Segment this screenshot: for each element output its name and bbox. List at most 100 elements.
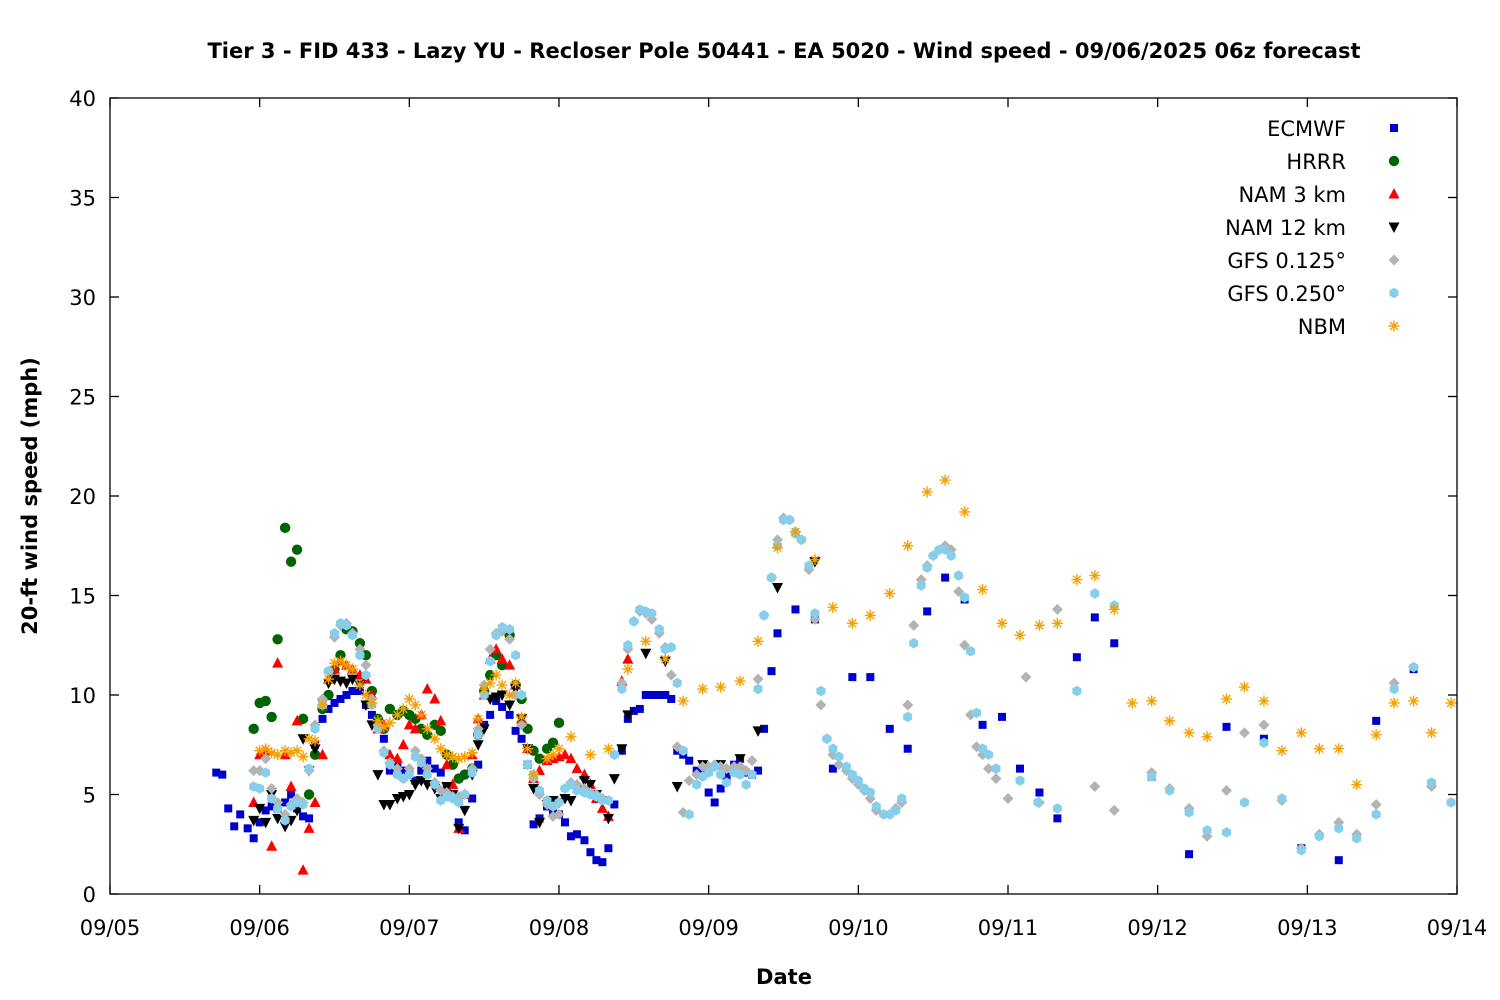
x-tick-label: 09/06 (229, 916, 290, 940)
data-point (716, 784, 725, 793)
data-point (303, 789, 315, 800)
data-point (504, 659, 516, 670)
data-point (553, 808, 565, 820)
data-point (334, 655, 346, 667)
data-point (366, 697, 378, 709)
data-point (897, 793, 907, 804)
x-axis-title: Date (756, 965, 812, 989)
data-point (884, 588, 896, 600)
data-point (236, 810, 245, 819)
data-point (266, 711, 277, 723)
data-point (385, 759, 395, 770)
series-gfs-0-125- (248, 512, 1438, 854)
data-point (1371, 809, 1381, 820)
data-point (303, 733, 315, 745)
data-point (330, 698, 339, 707)
data-point (608, 774, 620, 785)
data-point (602, 813, 614, 825)
data-point (340, 678, 352, 690)
data-point (504, 633, 516, 645)
data-point (666, 642, 676, 653)
data-point (279, 745, 291, 757)
data-point (279, 522, 291, 534)
data-series-layer (212, 474, 1457, 875)
data-point (767, 572, 777, 583)
data-point (827, 601, 839, 613)
data-point (336, 694, 345, 703)
data-point (218, 770, 227, 779)
data-point (291, 714, 303, 726)
data-point (511, 650, 521, 661)
y-tick-label: 25 (69, 386, 96, 410)
data-point (479, 689, 489, 701)
data-point (1015, 764, 1024, 773)
data-point (1276, 745, 1288, 757)
data-point (1108, 603, 1120, 615)
legend-label: NAM 12 km (1225, 216, 1346, 240)
data-point (498, 702, 507, 711)
data-point (460, 789, 470, 800)
data-point (1221, 785, 1233, 797)
data-point (1002, 792, 1014, 804)
x-tick-label: 09/13 (1277, 916, 1338, 940)
data-point (939, 474, 951, 486)
data-point (846, 617, 858, 629)
data-point (342, 691, 351, 699)
y-tick-label: 35 (69, 187, 96, 211)
data-point (1370, 798, 1382, 810)
data-point (323, 673, 335, 685)
data-point (1295, 727, 1307, 739)
data-point (309, 744, 321, 755)
data-point (504, 689, 516, 701)
data-point (360, 659, 372, 671)
y-tick-label: 40 (69, 87, 96, 111)
data-point (1184, 807, 1194, 818)
data-point (848, 673, 857, 682)
data-point (735, 769, 745, 780)
data-point (361, 669, 371, 681)
data-point (535, 785, 545, 796)
data-point (467, 767, 477, 778)
data-point (472, 740, 484, 751)
data-point (297, 864, 309, 875)
data-point (641, 691, 650, 699)
data-point (767, 667, 776, 676)
data-point (468, 794, 477, 803)
data-point (864, 609, 876, 621)
data-point (1089, 570, 1101, 582)
data-point (661, 691, 670, 699)
data-point (1426, 727, 1438, 739)
data-point (1033, 797, 1043, 808)
legend: ECMWF HRRR NAM 3 km NAM 12 km GFS 0.125° GFS … (1225, 117, 1400, 339)
data-point (710, 761, 720, 772)
data-point (841, 761, 851, 772)
data-point (1370, 729, 1382, 741)
series-hrrr (248, 522, 565, 800)
data-point (871, 801, 881, 812)
data-point (1202, 825, 1212, 836)
x-tick-label: 09/09 (678, 916, 739, 940)
data-point (1222, 722, 1231, 731)
data-point (285, 780, 297, 792)
data-point (659, 653, 671, 665)
data-point (415, 709, 427, 721)
data-point (940, 544, 950, 555)
data-point (678, 745, 688, 756)
data-point (248, 723, 259, 735)
data-point (922, 562, 932, 573)
data-point (542, 795, 552, 806)
data-point (466, 747, 478, 759)
data-point (403, 790, 415, 801)
data-point (435, 714, 447, 726)
data-point (553, 717, 565, 729)
data-point (1389, 683, 1399, 695)
y-axis-title: 20-ft wind speed (mph) (18, 357, 42, 635)
data-point (379, 747, 389, 758)
data-point (923, 607, 932, 616)
data-point (946, 550, 956, 561)
data-point (496, 679, 508, 691)
data-point (447, 751, 459, 763)
data-point (1020, 671, 1032, 683)
data-point (516, 719, 528, 731)
x-tick-label: 09/07 (379, 916, 440, 940)
